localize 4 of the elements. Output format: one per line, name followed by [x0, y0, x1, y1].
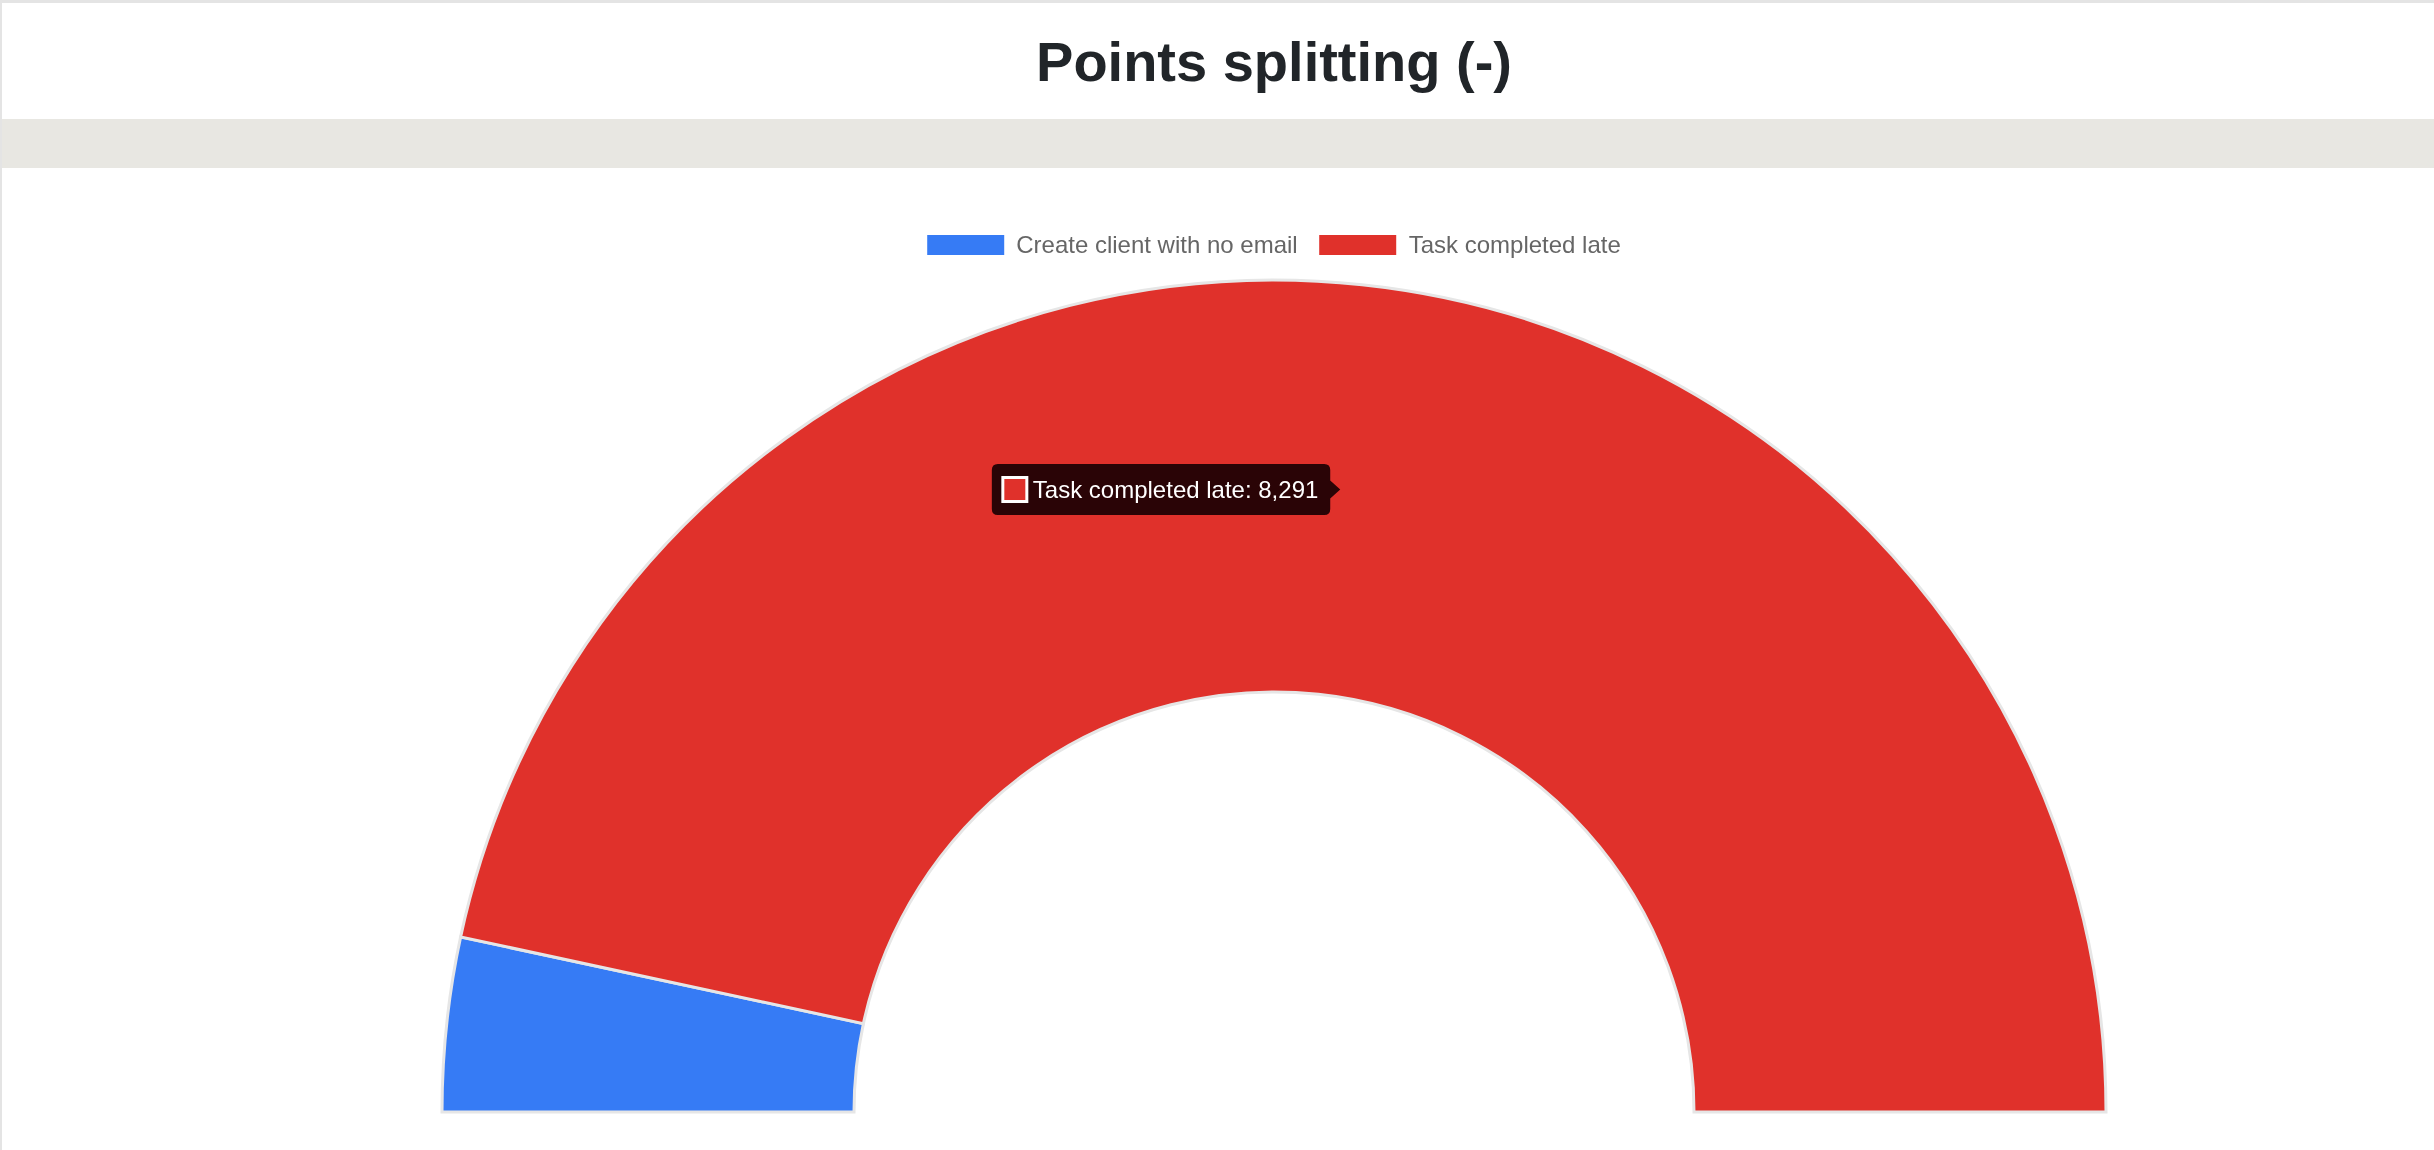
- data-label: Task completed late: 8,291: [1032, 476, 1319, 504]
- legend-label: Create client with no email: [1016, 231, 1298, 259]
- chart-title: Points splitting (-): [1036, 28, 1512, 94]
- legend-label: Task completed late: [1408, 231, 1621, 259]
